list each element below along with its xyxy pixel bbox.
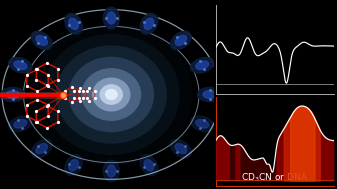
Ellipse shape (196, 61, 209, 70)
Ellipse shape (1, 87, 25, 102)
Ellipse shape (203, 91, 216, 98)
Ellipse shape (196, 119, 209, 128)
Ellipse shape (36, 144, 48, 154)
Ellipse shape (8, 57, 32, 73)
Ellipse shape (171, 139, 191, 158)
Ellipse shape (175, 144, 187, 154)
Ellipse shape (190, 57, 214, 73)
Ellipse shape (103, 7, 119, 29)
Ellipse shape (140, 155, 158, 176)
Circle shape (92, 77, 130, 112)
Ellipse shape (65, 13, 82, 34)
Text: CD$_3$CN or DNA: CD$_3$CN or DNA (241, 172, 308, 184)
Ellipse shape (31, 139, 52, 158)
Ellipse shape (31, 31, 52, 50)
Ellipse shape (190, 116, 214, 132)
Circle shape (68, 57, 154, 132)
Ellipse shape (103, 160, 119, 182)
Circle shape (99, 84, 123, 105)
Ellipse shape (65, 155, 82, 176)
Ellipse shape (171, 31, 191, 50)
Ellipse shape (36, 35, 48, 45)
Ellipse shape (14, 61, 27, 70)
Ellipse shape (14, 119, 27, 128)
Ellipse shape (69, 18, 79, 29)
Ellipse shape (107, 165, 116, 177)
Ellipse shape (144, 18, 154, 29)
Ellipse shape (69, 160, 79, 171)
Ellipse shape (140, 13, 158, 34)
Text: D$_2$O: D$_2$O (291, 100, 310, 112)
Circle shape (105, 89, 118, 100)
Circle shape (81, 68, 141, 121)
Ellipse shape (8, 116, 32, 132)
Circle shape (43, 34, 180, 155)
Ellipse shape (107, 12, 116, 24)
Ellipse shape (144, 160, 154, 171)
Ellipse shape (197, 87, 222, 102)
Circle shape (56, 45, 167, 144)
Ellipse shape (175, 35, 187, 45)
Ellipse shape (6, 91, 20, 98)
